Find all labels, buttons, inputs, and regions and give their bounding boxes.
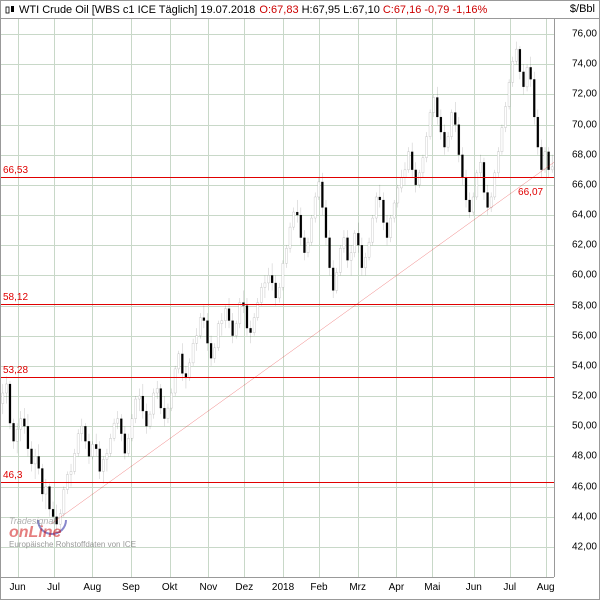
x-tick: Aug: [537, 582, 555, 593]
y-tick: 74,00: [572, 59, 597, 70]
support-label: 66,53: [3, 165, 28, 176]
candlestick-series: [1, 19, 554, 577]
watermark: Tradesignal onLine Europäische Rohstoffd…: [9, 516, 136, 549]
plot-area[interactable]: 66,53 58,12 53,28 46,3 66,07 Tradesignal onL…: [1, 19, 554, 577]
x-tick: Dez: [235, 582, 253, 593]
y-tick: 60,00: [572, 270, 597, 281]
y-tick: 52,00: [572, 391, 597, 402]
x-tick: Jun: [466, 582, 482, 593]
support-label: 46,3: [3, 470, 22, 481]
x-tick: Jul: [503, 582, 516, 593]
y-tick: 46,00: [572, 481, 597, 492]
support-line: [1, 482, 554, 483]
chart-title: WTI Crude Oil [WBS c1 ICE Täglich] 19.07…: [19, 4, 255, 16]
x-tick: Okt: [162, 582, 178, 593]
ohlc-display: O:67,83 H:67,95 L:67,10 C:67,16 -0,79 -1…: [259, 4, 487, 16]
x-tick: Mrz: [349, 582, 366, 593]
x-tick: 2018: [272, 582, 294, 593]
unit-label: $/Bbl: [570, 3, 595, 15]
y-tick: 76,00: [572, 29, 597, 40]
x-tick: Mai: [424, 582, 440, 593]
support-line: [1, 377, 554, 378]
y-tick: 50,00: [572, 421, 597, 432]
price-marker: 66,07: [518, 187, 543, 198]
y-tick: 72,00: [572, 89, 597, 100]
y-tick: 44,00: [572, 511, 597, 522]
support-label: 53,28: [3, 365, 28, 376]
y-tick: 70,00: [572, 119, 597, 130]
y-tick: 62,00: [572, 240, 597, 251]
y-tick: 42,00: [572, 541, 597, 552]
x-tick: Jun: [10, 582, 26, 593]
x-tick: Nov: [199, 582, 217, 593]
y-tick: 58,00: [572, 300, 597, 311]
x-tick: Feb: [310, 582, 327, 593]
support-label: 58,12: [3, 292, 28, 303]
x-tick: Apr: [389, 582, 405, 593]
chart-container: WTI Crude Oil [WBS c1 ICE Täglich] 19.07…: [0, 0, 600, 600]
chart-header: WTI Crude Oil [WBS c1 ICE Täglich] 19.07…: [1, 1, 599, 19]
y-tick: 56,00: [572, 330, 597, 341]
y-tick: 66,00: [572, 179, 597, 190]
y-tick: 48,00: [572, 451, 597, 462]
x-axis: Jun Jul Aug Sep Okt Nov Dez 2018 Feb Mrz Apr Mai Jun…: [1, 577, 554, 599]
y-tick: 68,00: [572, 149, 597, 160]
x-tick: Sep: [122, 582, 140, 593]
x-tick: Jul: [47, 582, 60, 593]
candle-icon: [5, 5, 15, 15]
x-tick: Aug: [83, 582, 101, 593]
support-line: [1, 304, 554, 305]
y-axis: 42,00 44,00 46,00 48,00 50,00 52,00 54,00 56,00…: [554, 19, 599, 577]
y-tick: 54,00: [572, 360, 597, 371]
support-line: [1, 177, 554, 178]
y-tick: 64,00: [572, 210, 597, 221]
